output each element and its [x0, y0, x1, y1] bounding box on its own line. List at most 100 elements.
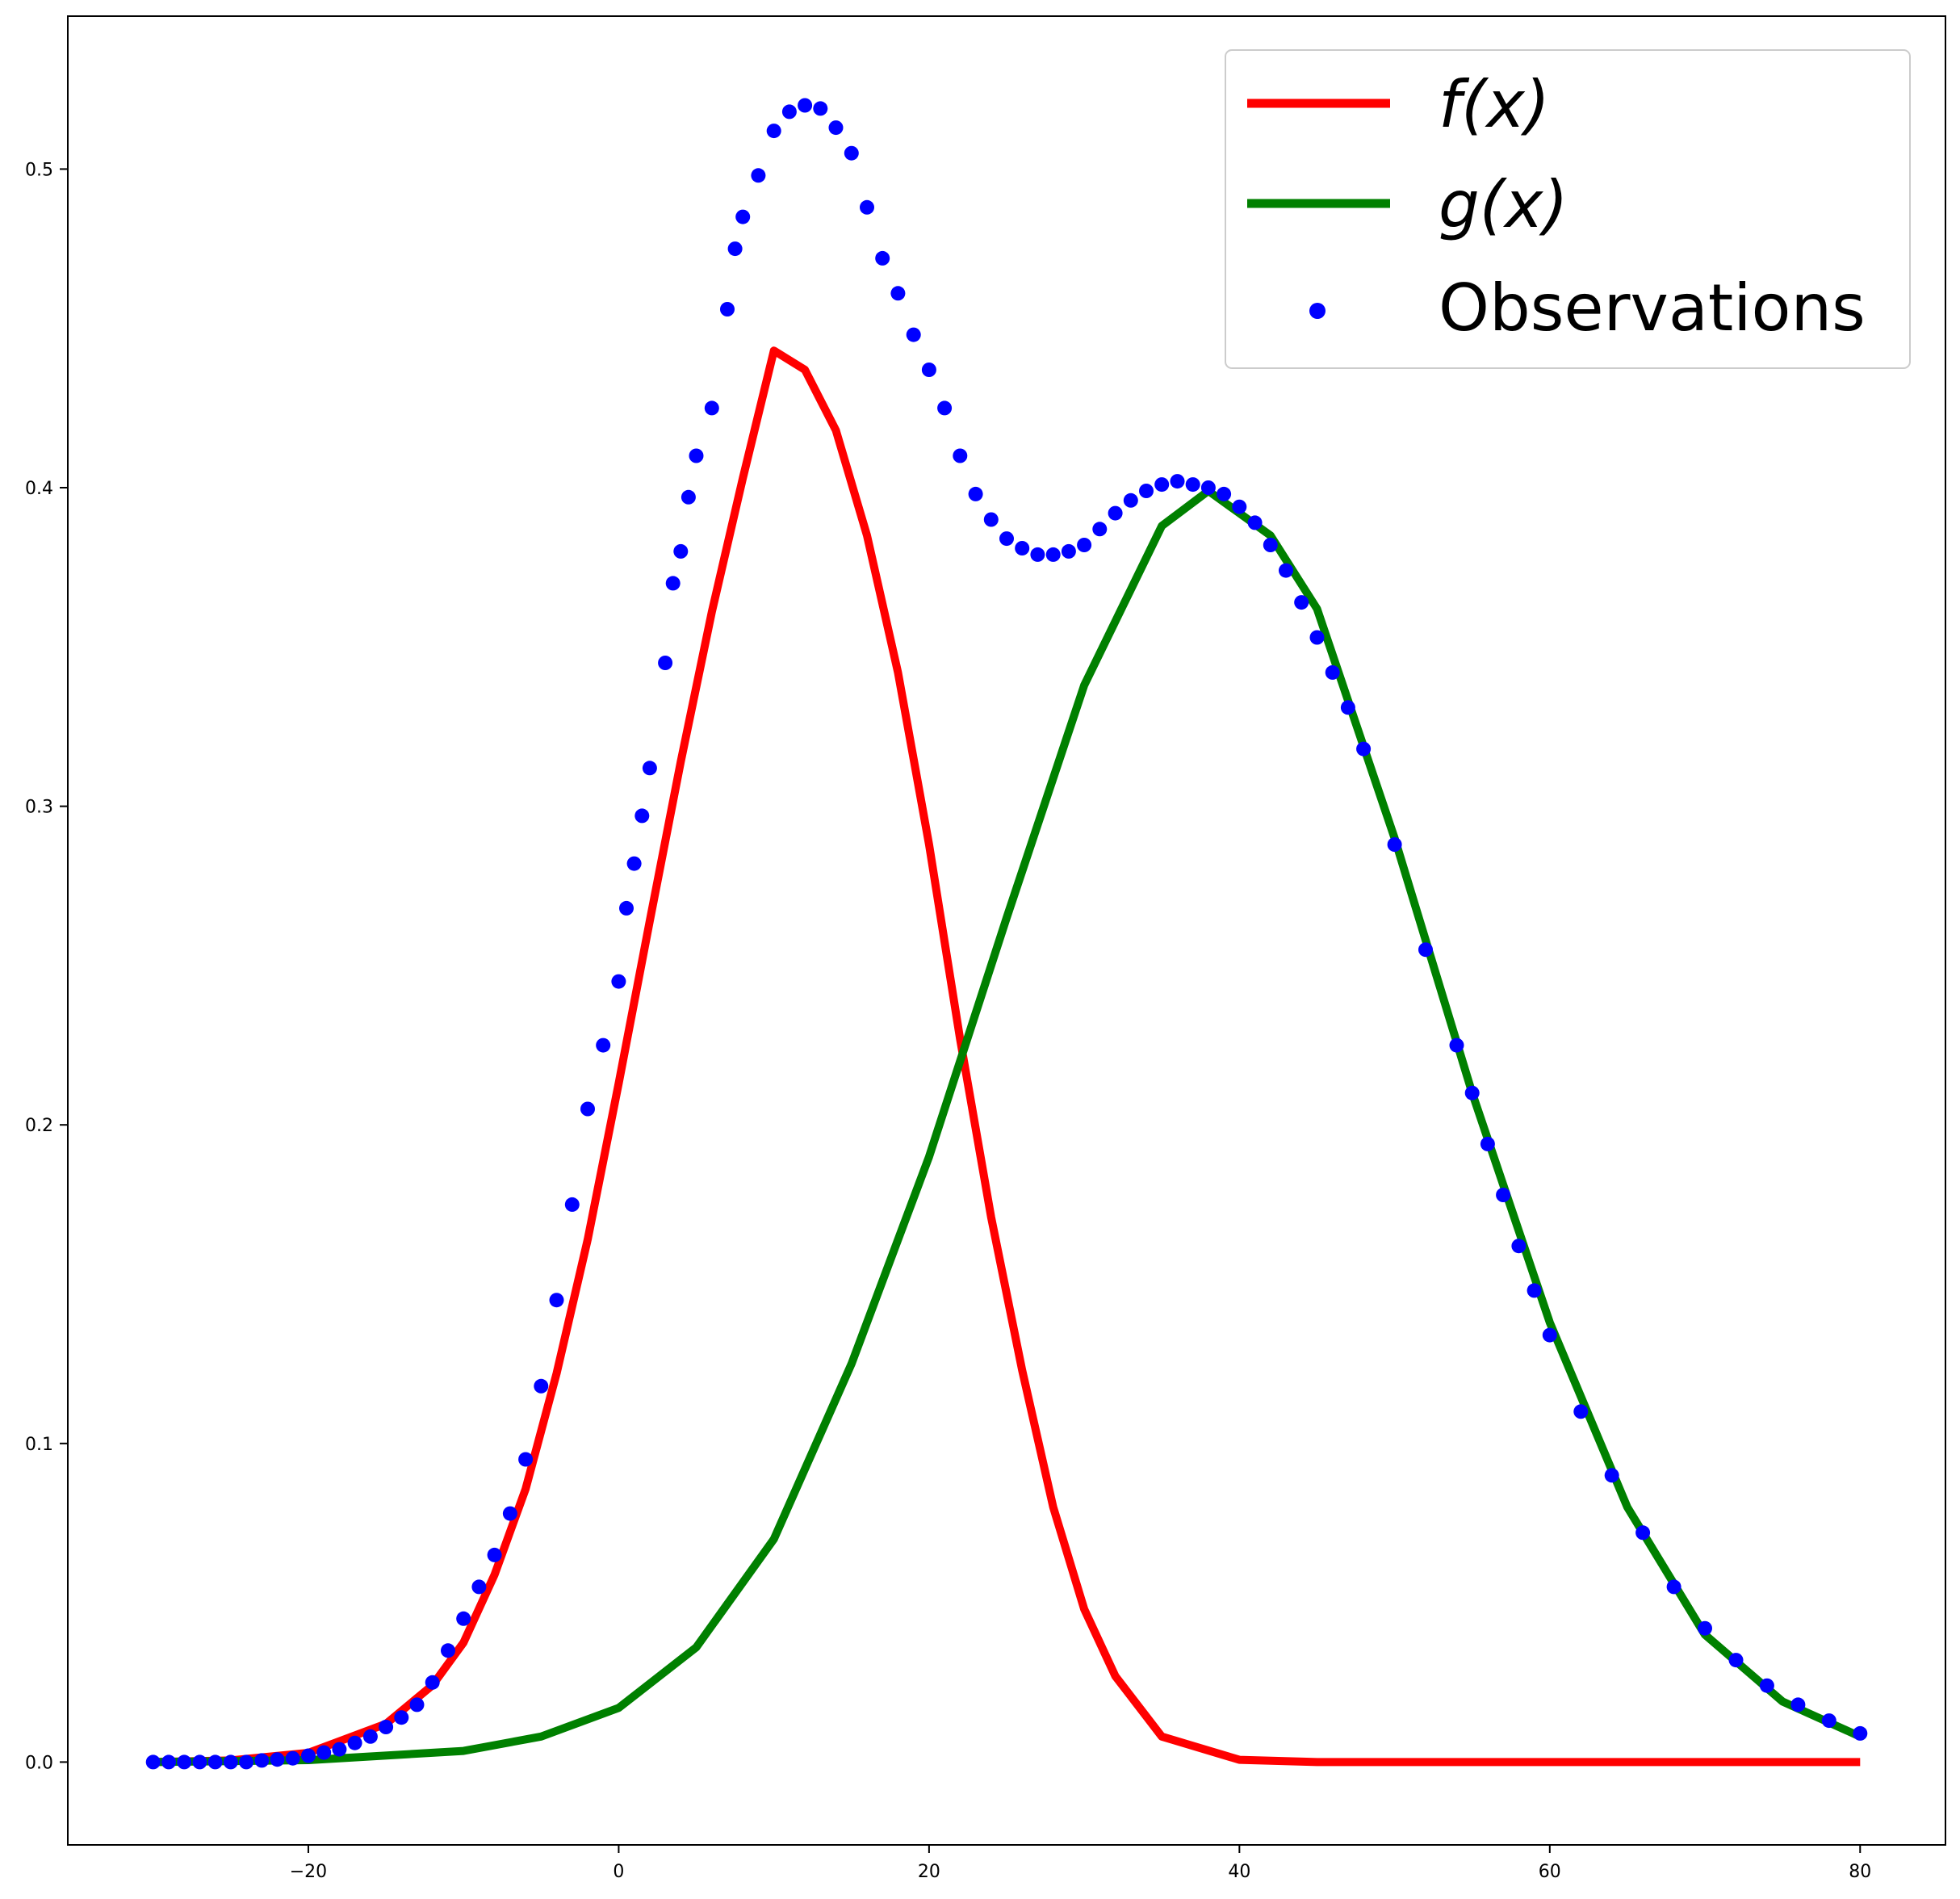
observation-point — [518, 1452, 534, 1467]
y-tick-label: 0.3 — [25, 798, 53, 818]
observation-point — [634, 808, 650, 824]
observation-point — [347, 1735, 362, 1750]
observation-point — [1170, 474, 1185, 489]
observation-point — [1232, 499, 1247, 514]
observation-point — [1604, 1468, 1619, 1483]
observation-point — [441, 1643, 455, 1658]
observation-point — [999, 531, 1014, 547]
observation-point — [860, 199, 874, 215]
observation-point — [1217, 486, 1232, 501]
observation-point — [1045, 547, 1061, 562]
observation-point — [1496, 1188, 1511, 1202]
observation-point — [1077, 538, 1092, 552]
observation-point — [239, 1754, 254, 1770]
legend: f(x) g(x) Observations — [1225, 49, 1911, 369]
observation-point — [828, 120, 844, 136]
observation-point — [270, 1752, 285, 1767]
plot-area — [145, 98, 1868, 1770]
observation-point — [681, 489, 696, 505]
observation-point — [890, 286, 906, 301]
observation-point — [1015, 541, 1030, 555]
observation-point — [1030, 547, 1045, 562]
observation-point — [704, 400, 719, 416]
observation-point — [1527, 1283, 1542, 1298]
observation-point — [1139, 484, 1154, 498]
observation-point — [1340, 700, 1355, 715]
observation-point — [1511, 1239, 1527, 1254]
observation-point — [665, 576, 681, 591]
observation-point — [813, 101, 828, 116]
y-tick-label: 0.4 — [25, 479, 53, 499]
observation-point — [1698, 1620, 1712, 1636]
observation-point — [580, 1101, 595, 1117]
observation-point — [1821, 1713, 1836, 1729]
legend-frame — [1225, 49, 1911, 369]
observation-point — [1309, 630, 1325, 645]
observation-point — [487, 1547, 502, 1562]
observation-point — [751, 168, 766, 183]
observation-point — [642, 761, 657, 776]
observation-point — [409, 1697, 425, 1712]
x-tick-label: 20 — [918, 1862, 940, 1882]
legend-label-g: g(x) — [1439, 167, 1568, 242]
observation-point — [1154, 477, 1170, 493]
observation-point — [1200, 480, 1216, 495]
observation-point — [1418, 942, 1433, 958]
observation-point — [1449, 1038, 1464, 1053]
observation-point — [1356, 741, 1372, 757]
observation-point — [379, 1720, 394, 1734]
observation-point — [844, 145, 859, 161]
observation-point — [1108, 505, 1123, 521]
plot-frame — [67, 15, 1946, 1846]
observation-point — [626, 856, 642, 871]
observation-point — [798, 98, 813, 113]
observation-point — [921, 363, 936, 377]
legend-label-f: f(x) — [1439, 67, 1550, 142]
observation-point — [781, 104, 797, 119]
observation-point — [534, 1378, 549, 1394]
observation-point — [720, 302, 735, 316]
observation-point — [1853, 1725, 1868, 1741]
observation-point — [1480, 1136, 1495, 1151]
observation-point — [1294, 595, 1309, 610]
observation-point — [161, 1754, 176, 1770]
observation-point — [1279, 563, 1293, 578]
observation-point — [983, 512, 999, 527]
observation-point — [1185, 477, 1200, 493]
observation-point — [564, 1197, 580, 1212]
y-tick-label: 0.0 — [25, 1753, 53, 1773]
observation-point — [362, 1729, 378, 1744]
x-tick-label: −20 — [290, 1862, 327, 1882]
axes: −20 0 20 40 60 80 0.0 0.1 0.2 0.3 0.4 0.5 — [25, 15, 1946, 1882]
observation-point — [1247, 515, 1263, 530]
legend-swatch-observations — [1309, 303, 1326, 319]
observation-point — [673, 543, 689, 559]
observation-point — [1759, 1678, 1774, 1693]
observation-point — [1542, 1327, 1557, 1343]
observation-point — [549, 1293, 564, 1308]
observation-point — [1666, 1579, 1681, 1595]
observation-point — [285, 1750, 300, 1766]
observation-point — [689, 448, 704, 463]
plot-marks — [145, 98, 1868, 1770]
observation-point — [1061, 543, 1076, 559]
observation-point — [425, 1675, 440, 1690]
observation-point — [1573, 1404, 1589, 1419]
x-tick-label: 80 — [1849, 1862, 1871, 1882]
observation-point — [1464, 1085, 1480, 1100]
observation-point — [596, 1038, 611, 1053]
observation-point — [1263, 538, 1278, 552]
observation-point — [254, 1753, 270, 1768]
observation-point — [192, 1754, 207, 1770]
observation-point — [207, 1754, 223, 1770]
y-tick-label: 0.5 — [25, 160, 53, 180]
series-line-g — [153, 487, 1862, 1767]
observation-point — [1092, 522, 1108, 537]
legend-label-observations: Observations — [1439, 270, 1866, 346]
series-line-f — [153, 346, 1861, 1767]
x-tick-label: 60 — [1539, 1862, 1561, 1882]
observation-point — [766, 124, 781, 139]
observation-point — [456, 1611, 471, 1626]
x-tick-label: 40 — [1228, 1862, 1250, 1882]
